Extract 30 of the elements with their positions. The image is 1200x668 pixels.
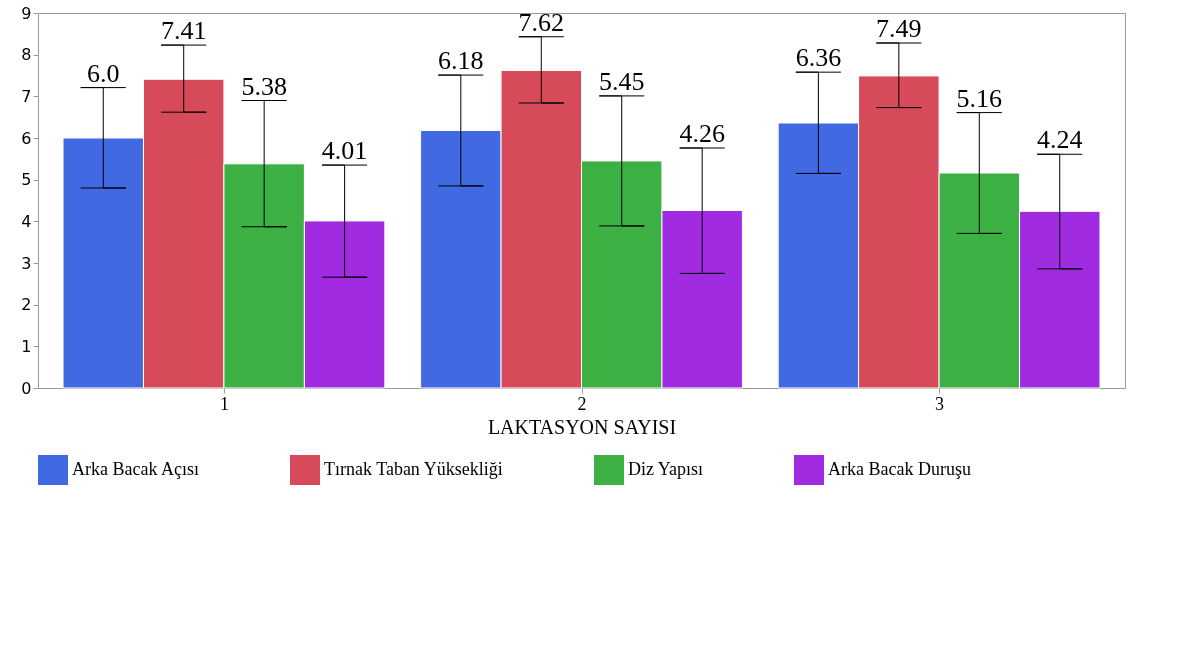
data-label: 7.41 <box>160 16 207 46</box>
data-label: 5.16 <box>956 83 1003 113</box>
data-label: 7.62 <box>518 7 565 37</box>
legend-label: Diz Yapısı <box>628 459 704 479</box>
y-tick-label: 1 <box>21 336 32 356</box>
y-tick-label: 0 <box>21 378 32 398</box>
data-label: 4.24 <box>1036 125 1083 155</box>
x-tick-label: 1 <box>219 393 229 414</box>
data-label: 6.0 <box>87 58 120 88</box>
y-tick-label: 8 <box>21 45 32 65</box>
data-label: 6.36 <box>795 43 842 73</box>
y-tick-label: 2 <box>21 295 32 315</box>
data-label: 5.45 <box>598 66 645 96</box>
data-label: 7.49 <box>876 14 922 43</box>
legend-label: Arka Bacak Duruşu <box>828 459 971 479</box>
y-tick-label: 9 <box>21 3 32 23</box>
x-tick-label: 2 <box>577 393 587 414</box>
data-label: 5.38 <box>241 71 287 101</box>
x-axis-title: LAKTASYON SAYISI <box>487 415 677 438</box>
x-tick-label: 3 <box>935 393 945 414</box>
y-tick-label: 5 <box>21 170 32 190</box>
y-tick-label: 4 <box>21 211 32 231</box>
data-label: 6.18 <box>438 46 484 76</box>
y-tick-label: 3 <box>21 253 32 273</box>
y-tick-label: 7 <box>21 86 32 106</box>
data-label: 4.01 <box>321 136 368 166</box>
y-tick-label: 6 <box>21 128 32 148</box>
legend-label: Arka Bacak Açısı <box>72 459 199 479</box>
legend-label: Tırnak Taban Yüksekliği <box>324 459 503 479</box>
data-label: 4.26 <box>679 119 725 148</box>
